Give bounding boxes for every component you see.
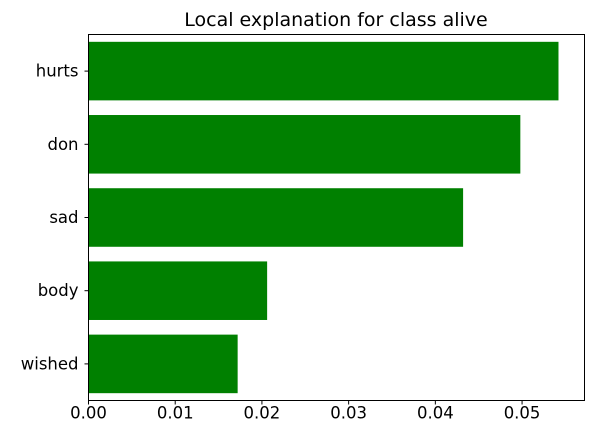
y-tick-label-body: body	[38, 281, 79, 300]
bar-sad	[88, 188, 464, 247]
bar-body	[88, 261, 268, 320]
y-axis: hurts don sad body wished	[21, 62, 89, 373]
x-tick-label: 0.01	[157, 404, 194, 423]
bar-hurts	[88, 41, 559, 101]
bar-wished	[88, 334, 238, 394]
x-axis: 0.00 0.01 0.02 0.03 0.04 0.05	[70, 400, 541, 423]
bar-don	[88, 115, 521, 174]
plot-frame	[88, 34, 585, 401]
x-tick-label: 0.03	[330, 404, 367, 423]
y-tick-label-don: don	[47, 135, 78, 154]
bars-group	[88, 41, 559, 394]
chart-title: Local explanation for class alive	[184, 9, 488, 31]
y-tick-label-hurts: hurts	[36, 62, 79, 81]
y-tick-label-wished: wished	[21, 354, 79, 373]
y-tick-label-sad: sad	[49, 208, 78, 227]
x-tick-label: 0.02	[244, 404, 281, 423]
x-tick-label: 0.00	[70, 404, 107, 423]
x-tick-label: 0.05	[504, 404, 541, 423]
x-tick-label: 0.04	[417, 404, 454, 423]
